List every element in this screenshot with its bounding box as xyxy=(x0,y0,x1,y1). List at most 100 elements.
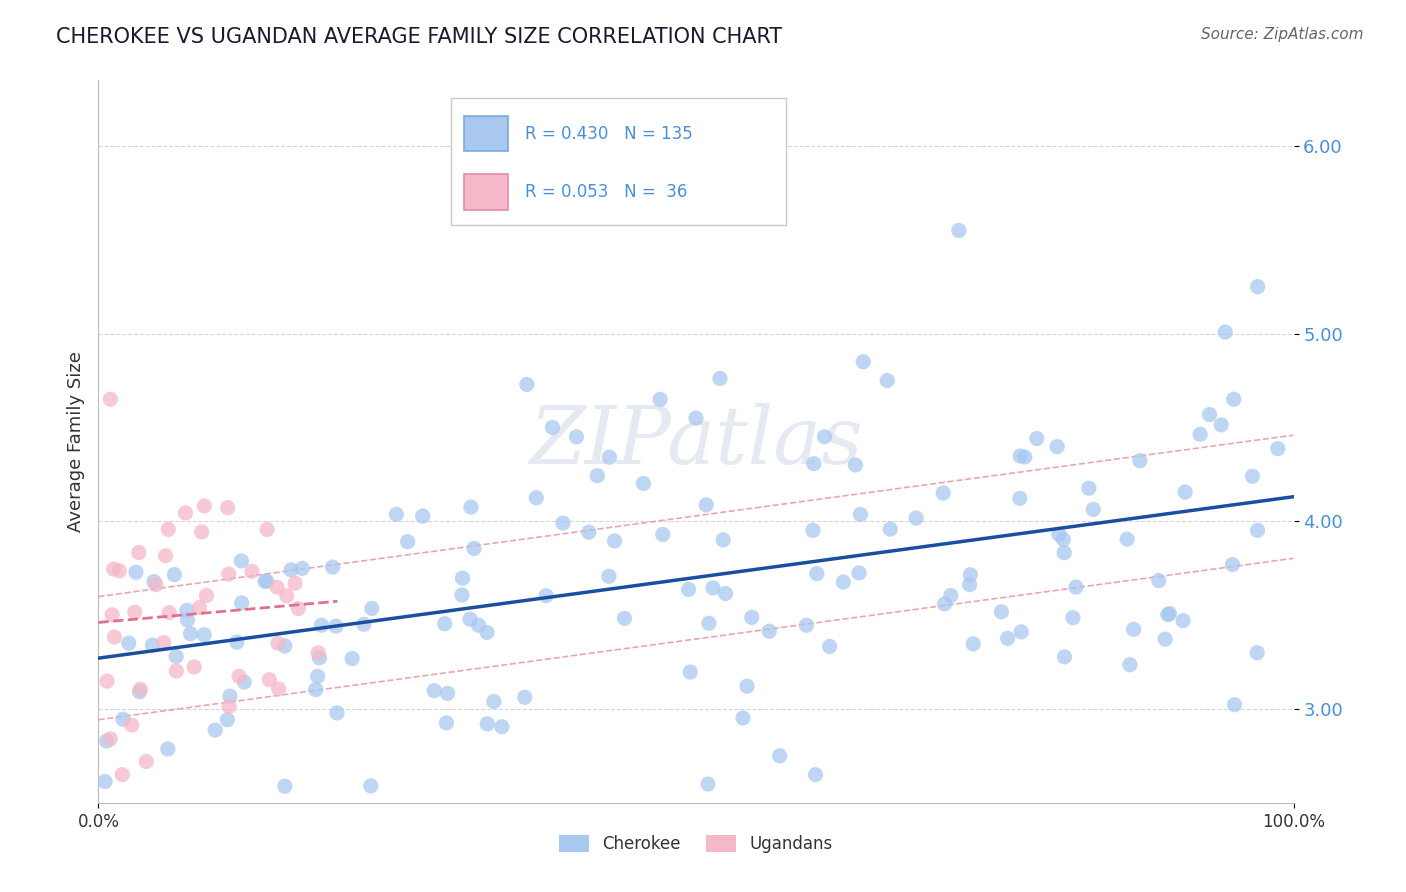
Point xyxy=(308,651,330,665)
Point xyxy=(165,664,187,678)
Point xyxy=(578,525,600,540)
Point xyxy=(451,588,474,602)
Point xyxy=(731,711,754,725)
Point xyxy=(1147,574,1170,588)
Point xyxy=(165,649,187,664)
Point xyxy=(156,742,179,756)
Point xyxy=(1246,524,1268,538)
Point xyxy=(1129,454,1152,468)
Point xyxy=(1083,502,1105,516)
Point xyxy=(360,779,382,793)
Point xyxy=(307,669,329,683)
Point xyxy=(534,589,557,603)
Point xyxy=(141,638,163,652)
Point xyxy=(98,392,122,407)
Point xyxy=(905,511,928,525)
Point xyxy=(311,618,333,632)
Point xyxy=(256,574,278,589)
Point xyxy=(157,523,180,537)
Point xyxy=(524,491,547,505)
Point xyxy=(1223,698,1246,712)
Point xyxy=(254,574,277,589)
Point xyxy=(225,635,247,649)
Point xyxy=(848,566,870,580)
Point xyxy=(188,600,211,615)
Point xyxy=(128,684,150,698)
Point xyxy=(541,420,564,434)
Point xyxy=(291,561,314,575)
Point xyxy=(1222,558,1244,572)
Point xyxy=(174,506,197,520)
Point xyxy=(1241,469,1264,483)
Point xyxy=(475,625,498,640)
Point xyxy=(1053,649,1076,664)
Point xyxy=(1116,532,1139,546)
Point xyxy=(1159,607,1181,621)
Point xyxy=(135,755,157,769)
Point xyxy=(108,564,131,578)
Point xyxy=(340,651,363,665)
Point xyxy=(121,718,143,732)
Point xyxy=(267,681,290,696)
Text: Source: ZipAtlas.com: Source: ZipAtlas.com xyxy=(1201,27,1364,42)
Point xyxy=(385,508,408,522)
Point xyxy=(118,636,141,650)
Point xyxy=(460,500,482,515)
Point xyxy=(1247,279,1270,293)
Point xyxy=(231,554,253,568)
Point xyxy=(217,500,239,515)
Point xyxy=(287,601,309,615)
Point xyxy=(176,603,198,617)
Point xyxy=(218,567,240,582)
Point xyxy=(876,374,898,388)
Point xyxy=(240,565,263,579)
Point xyxy=(111,767,134,781)
Point xyxy=(491,720,513,734)
Point xyxy=(436,686,458,700)
Point xyxy=(284,576,307,591)
Point xyxy=(467,618,489,632)
Point xyxy=(353,617,375,632)
Point xyxy=(962,637,984,651)
Point xyxy=(695,498,717,512)
Point xyxy=(433,616,456,631)
Point xyxy=(932,486,955,500)
Point xyxy=(276,589,298,603)
Point xyxy=(959,577,981,591)
Point xyxy=(129,682,152,697)
Point xyxy=(1157,607,1180,622)
Point xyxy=(801,524,824,538)
Point xyxy=(98,731,121,746)
Y-axis label: Average Family Size: Average Family Size xyxy=(66,351,84,532)
Point xyxy=(176,613,198,627)
Point xyxy=(305,682,328,697)
Point xyxy=(219,689,242,703)
Point xyxy=(1014,450,1036,464)
Point xyxy=(939,589,962,603)
Point xyxy=(1010,449,1032,463)
Point xyxy=(111,712,134,726)
Point xyxy=(280,563,302,577)
Point xyxy=(678,582,700,597)
Point xyxy=(412,509,434,524)
Point xyxy=(96,734,118,748)
Point xyxy=(679,665,702,679)
Point xyxy=(796,618,818,632)
Point xyxy=(256,523,278,537)
Point xyxy=(598,569,620,583)
Point xyxy=(997,632,1019,646)
Point xyxy=(1062,610,1084,624)
Point xyxy=(101,607,124,622)
Point xyxy=(1119,657,1142,672)
Point xyxy=(803,457,825,471)
Point xyxy=(477,717,499,731)
Point xyxy=(1213,325,1236,339)
Point xyxy=(990,605,1012,619)
Point xyxy=(513,690,536,705)
Point xyxy=(396,534,419,549)
Point xyxy=(142,574,165,589)
Point xyxy=(482,695,505,709)
Point xyxy=(463,541,485,556)
Point xyxy=(157,606,180,620)
Point xyxy=(325,619,347,633)
